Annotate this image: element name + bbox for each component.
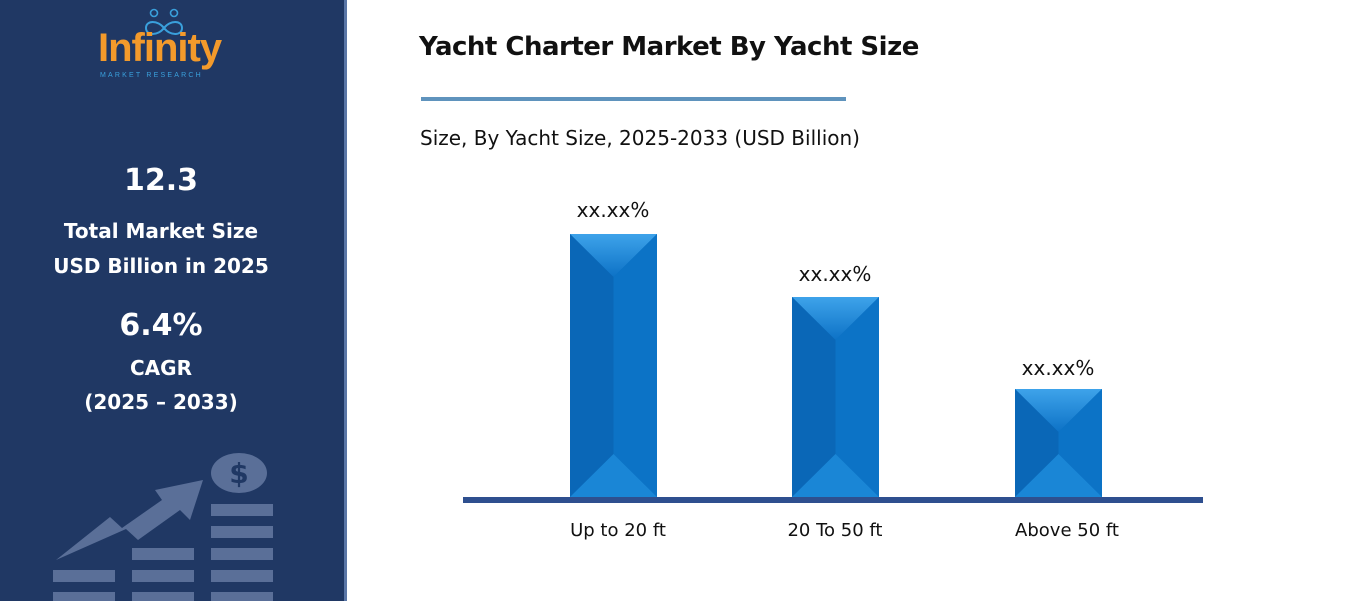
logo-tagline: MARKET RESEARCH [100, 72, 203, 79]
infinity-people-icon [144, 8, 184, 35]
bar-above-50ft [1015, 389, 1102, 497]
infinity-logo: Infinity MARKET RESEARCH [96, 8, 236, 86]
market-size-unit: USD Billion in 2025 [53, 254, 269, 278]
chart-subtitle: Size, By Yacht Size, 2025-2033 (USD Bill… [420, 126, 860, 150]
category-label: Above 50 ft [1015, 520, 1119, 541]
bar-data-label: xx.xx% [798, 262, 872, 286]
cagr-period: (2025 – 2033) [84, 390, 238, 414]
market-size-label: Total Market Size [63, 219, 259, 243]
market-size-value: 12.3 [123, 163, 199, 198]
title-underline [421, 97, 846, 101]
category-label: 20 To 50 ft [787, 520, 883, 541]
category-label: Up to 20 ft [570, 520, 666, 541]
svg-text:$: $ [229, 457, 248, 490]
chart-title: Yacht Charter Market By Yacht Size [419, 32, 919, 62]
logo-wordmark: Infinity [98, 26, 222, 70]
bar-data-label: xx.xx% [576, 198, 650, 222]
bar-20-to-50ft [792, 297, 879, 497]
bar-up-to-20ft [570, 234, 657, 497]
cagr-value: 6.4% [119, 308, 203, 343]
x-axis-baseline [463, 497, 1203, 503]
cagr-label: CAGR [130, 356, 192, 380]
sidebar-divider [344, 0, 347, 601]
growth-chart-dollar-icon: $ [53, 453, 273, 601]
bar-data-label: xx.xx% [1021, 356, 1095, 380]
sidebar-panel: Infinity MARKET RESEARCH 12.3 Total Mark… [0, 0, 344, 601]
